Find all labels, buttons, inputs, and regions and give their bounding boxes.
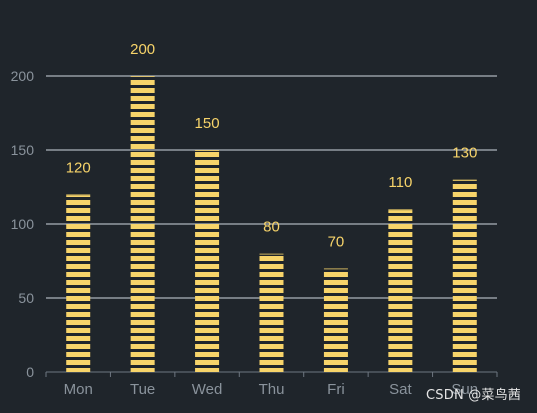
y-tick-label-200: 200 (11, 68, 35, 84)
bar-fri (323, 269, 348, 372)
bar-thu (259, 254, 284, 372)
watermark: CSDN @菜鸟茜 (426, 388, 521, 403)
data-label-wed: 150 (195, 115, 220, 132)
y-tick-label-150: 150 (11, 142, 35, 158)
bar-sun (452, 180, 477, 372)
x-tick-label-fri: Fri (327, 381, 345, 398)
data-label-sun: 130 (452, 145, 477, 162)
bar-tue (130, 77, 155, 372)
x-tick-label-wed: Wed (192, 381, 223, 398)
x-tick-label-sun: Sun (451, 381, 478, 398)
data-label-mon: 120 (66, 159, 91, 176)
bar-sat (388, 210, 413, 372)
bar-mon (66, 195, 91, 372)
y-tick-label-50: 50 (18, 290, 34, 306)
y-tick-label-0: 0 (26, 364, 34, 380)
bar-wed (195, 151, 220, 372)
x-tick-label-mon: Mon (64, 381, 93, 398)
data-label-tue: 200 (130, 41, 155, 58)
x-tick-label-thu: Thu (259, 381, 285, 398)
data-label-fri: 70 (328, 233, 345, 250)
x-tick-label-sat: Sat (389, 381, 412, 398)
data-label-sat: 110 (388, 174, 412, 191)
y-tick-label-100: 100 (11, 216, 35, 232)
data-label-thu: 80 (263, 219, 280, 236)
x-tick-label-tue: Tue (130, 381, 155, 398)
